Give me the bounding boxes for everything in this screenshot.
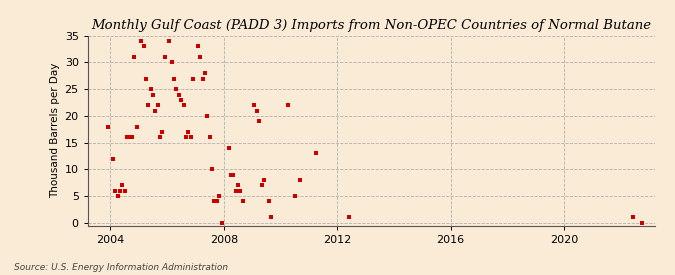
Point xyxy=(173,92,184,97)
Point xyxy=(263,199,274,204)
Point xyxy=(142,103,153,108)
Point xyxy=(294,178,305,182)
Point xyxy=(124,135,135,139)
Title: Monthly Gulf Coast (PADD 3) Imports from Non-OPEC Countries of Normal Butane: Monthly Gulf Coast (PADD 3) Imports from… xyxy=(91,19,651,32)
Point xyxy=(211,199,222,204)
Point xyxy=(344,215,354,220)
Point xyxy=(128,55,139,59)
Point xyxy=(188,76,198,81)
Point xyxy=(627,215,638,220)
Point xyxy=(103,124,113,129)
Point xyxy=(290,194,300,198)
Point xyxy=(205,135,215,139)
Point xyxy=(199,71,210,75)
Point xyxy=(230,189,241,193)
Point xyxy=(138,44,149,49)
Point xyxy=(155,135,165,139)
Point xyxy=(136,39,146,43)
Point xyxy=(225,172,236,177)
Point xyxy=(164,39,175,43)
Point xyxy=(266,215,277,220)
Point xyxy=(207,167,217,172)
Point xyxy=(195,55,206,59)
Point xyxy=(148,92,159,97)
Point xyxy=(223,146,234,150)
Point xyxy=(202,114,213,118)
Point xyxy=(216,221,227,225)
Point xyxy=(233,183,244,188)
Point xyxy=(171,87,182,91)
Point xyxy=(122,135,132,139)
Point xyxy=(637,221,647,225)
Point xyxy=(110,189,121,193)
Point xyxy=(176,98,187,102)
Point xyxy=(213,194,224,198)
Point xyxy=(183,130,194,134)
Point xyxy=(150,108,161,113)
Point xyxy=(167,60,178,65)
Point xyxy=(178,103,189,108)
Text: Source: U.S. Energy Information Administration: Source: U.S. Energy Information Administ… xyxy=(14,263,227,272)
Point xyxy=(181,135,192,139)
Point xyxy=(227,172,238,177)
Point xyxy=(153,103,163,108)
Point xyxy=(192,44,203,49)
Point xyxy=(282,103,293,108)
Point xyxy=(169,76,180,81)
Point xyxy=(126,135,137,139)
Point xyxy=(259,178,269,182)
Y-axis label: Thousand Barrels per Day: Thousand Barrels per Day xyxy=(51,63,61,198)
Point xyxy=(256,183,267,188)
Point xyxy=(140,76,151,81)
Point xyxy=(235,189,246,193)
Point xyxy=(249,103,260,108)
Point xyxy=(114,189,125,193)
Point xyxy=(107,156,118,161)
Point xyxy=(197,76,208,81)
Point xyxy=(185,135,196,139)
Point xyxy=(117,183,128,188)
Point xyxy=(131,124,142,129)
Point xyxy=(119,189,130,193)
Point xyxy=(252,108,263,113)
Point xyxy=(209,199,220,204)
Point xyxy=(310,151,321,156)
Point xyxy=(157,130,167,134)
Point xyxy=(145,87,156,91)
Point xyxy=(254,119,265,123)
Point xyxy=(159,55,170,59)
Point xyxy=(238,199,248,204)
Point xyxy=(112,194,123,198)
